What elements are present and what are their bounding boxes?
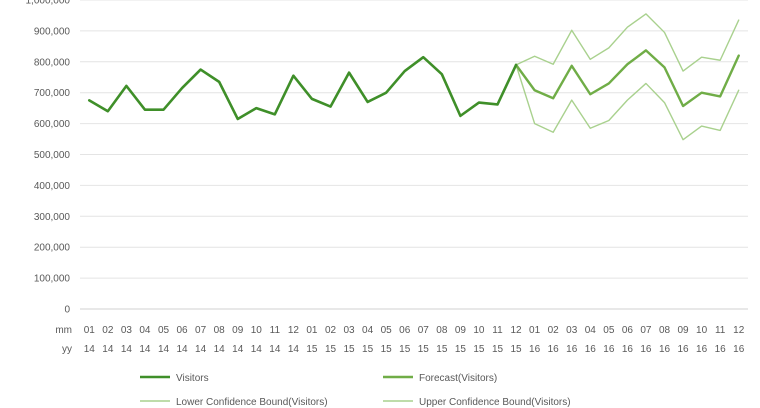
x-tick-label-year: 16 (529, 344, 541, 355)
x-tick-label-month: 05 (603, 325, 615, 336)
x-tick-label-year: 14 (288, 344, 300, 355)
x-tick-label-month: 12 (733, 325, 745, 336)
x-tick-label-year: 16 (715, 344, 727, 355)
x-tick-label-year: 14 (84, 344, 96, 355)
x-tick-label-year: 15 (455, 344, 467, 355)
x-tick-label-year: 15 (325, 344, 337, 355)
x-tick-label-month: 10 (473, 325, 485, 336)
legend-label: Upper Confidence Bound(Visitors) (419, 397, 571, 408)
gridlines (80, 0, 748, 310)
x-axis-prefix-year: yy (62, 344, 72, 355)
x-tick-label-year: 14 (195, 344, 207, 355)
x-tick-label-month: 01 (306, 325, 318, 336)
x-tick-label-year: 16 (548, 344, 560, 355)
x-tick-label-month: 02 (325, 325, 337, 336)
x-tick-label-month: 05 (158, 325, 170, 336)
x-tick-label-month: 06 (399, 325, 411, 336)
x-tick-label-month: 07 (418, 325, 430, 336)
x-axis-prefix-month: mm (55, 325, 72, 336)
x-tick-label-month: 06 (622, 325, 634, 336)
x-tick-label-year: 16 (622, 344, 634, 355)
x-tick-label-month: 12 (288, 325, 300, 336)
x-tick-label-year: 15 (343, 344, 355, 355)
x-tick-label-year: 14 (214, 344, 226, 355)
x-tick-label-year: 15 (510, 344, 522, 355)
x-tick-label-month: 07 (195, 325, 207, 336)
x-tick-label-year: 15 (362, 344, 374, 355)
x-tick-label-year: 16 (566, 344, 578, 355)
x-tick-label-year: 14 (232, 344, 244, 355)
x-tick-label-year: 14 (158, 344, 170, 355)
x-tick-label-year: 16 (585, 344, 597, 355)
series-line-3 (515, 13, 740, 72)
legend-label: Forecast(Visitors) (419, 373, 497, 384)
x-tick-label-year: 14 (102, 344, 114, 355)
x-tick-label-month: 08 (214, 325, 226, 336)
x-tick-label-year: 16 (640, 344, 652, 355)
x-tick-label-month: 05 (381, 325, 393, 336)
x-tick-label-month: 10 (251, 325, 263, 336)
x-tick-label-month: 12 (510, 325, 522, 336)
y-tick-label: 100,000 (34, 274, 71, 285)
y-tick-label: 500,000 (34, 150, 71, 161)
x-tick-label-year: 14 (269, 344, 281, 355)
x-tick-label-month: 08 (436, 325, 448, 336)
x-tick-label-month: 04 (139, 325, 151, 336)
y-tick-label: 200,000 (34, 243, 71, 254)
x-tick-label-year: 16 (733, 344, 745, 355)
y-axis-tick-labels: 0 100,000 200,000 300,000 400,000 500,000 600,… (26, 0, 71, 316)
x-tick-label-month: 04 (362, 325, 374, 336)
x-tick-label-month: 11 (715, 325, 726, 336)
x-tick-label-month: 04 (585, 325, 597, 336)
legend-label: Lower Confidence Bound(Visitors) (176, 397, 328, 408)
series-line-1 (514, 49, 740, 108)
x-tick-label-month: 08 (659, 325, 671, 336)
y-tick-label: 400,000 (34, 181, 71, 192)
x-tick-label-month: 03 (566, 325, 578, 336)
series-line-2 (515, 64, 740, 141)
series-line-0 (87, 55, 518, 121)
y-tick-label: 800,000 (34, 57, 71, 68)
x-tick-label-year: 14 (139, 344, 151, 355)
y-tick-label: 1,000,000 (26, 0, 71, 7)
x-tick-label-year: 14 (176, 344, 188, 355)
x-tick-label-year: 16 (677, 344, 689, 355)
x-tick-label-month: 11 (270, 325, 281, 336)
x-tick-label-year: 15 (473, 344, 485, 355)
x-tick-label-month: 03 (121, 325, 133, 336)
legend-label: Visitors (176, 373, 209, 384)
y-tick-label: 900,000 (34, 26, 71, 37)
x-tick-label-year: 15 (418, 344, 430, 355)
x-tick-label-year: 16 (659, 344, 671, 355)
x-tick-label-month: 06 (176, 325, 188, 336)
legend: Visitors Forecast(Visitors) Lower Confiden… (140, 373, 571, 408)
x-tick-label-year: 15 (306, 344, 318, 355)
x-tick-label-year: 16 (696, 344, 708, 355)
x-tick-label-month: 11 (492, 325, 503, 336)
x-tick-label-year: 15 (381, 344, 393, 355)
y-tick-label: 600,000 (34, 119, 71, 130)
x-tick-label-month: 02 (102, 325, 114, 336)
x-axis: mm yy 01 14 02 14 03 14 04 14 05 14 06 14 07 14 08 14 09 14… (55, 325, 744, 355)
x-tick-label-month: 01 (529, 325, 541, 336)
x-tick-label-year: 14 (121, 344, 133, 355)
x-tick-label-month: 07 (640, 325, 652, 336)
x-tick-label-month: 09 (677, 325, 689, 336)
x-tick-label-month: 10 (696, 325, 708, 336)
series-lines (87, 13, 740, 141)
x-tick-label-month: 09 (455, 325, 467, 336)
x-tick-label-year: 14 (251, 344, 263, 355)
x-tick-label-month: 01 (84, 325, 96, 336)
x-tick-label-month: 09 (232, 325, 244, 336)
x-tick-label-year: 15 (399, 344, 411, 355)
x-tick-label-year: 15 (436, 344, 448, 355)
x-tick-label-month: 03 (343, 325, 355, 336)
y-tick-label: 700,000 (34, 88, 71, 99)
x-tick-label-month: 02 (548, 325, 560, 336)
x-tick-label-year: 15 (492, 344, 504, 355)
y-tick-label: 300,000 (34, 212, 71, 223)
x-tick-label-year: 16 (603, 344, 615, 355)
y-tick-label: 0 (64, 305, 70, 316)
